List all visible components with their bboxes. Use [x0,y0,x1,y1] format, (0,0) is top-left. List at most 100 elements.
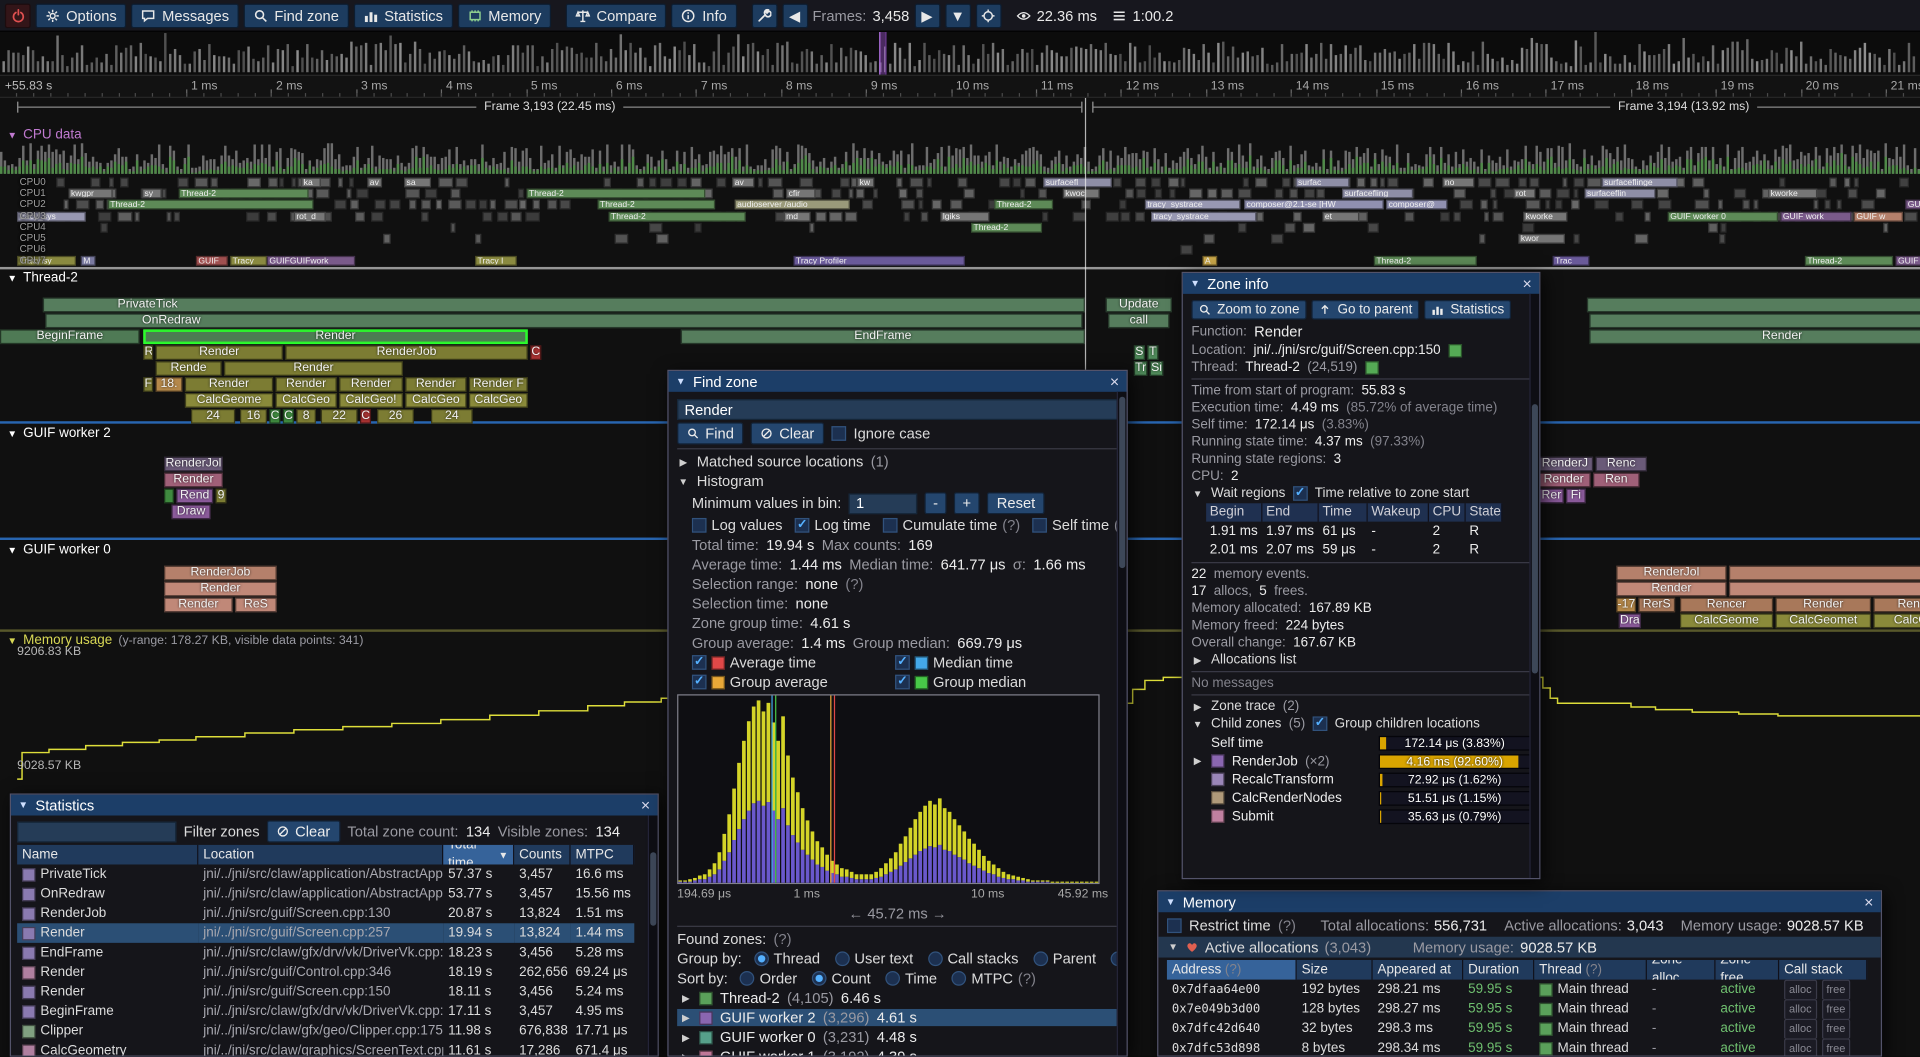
legend-median-time[interactable]: ✓ Median time [895,654,1079,671]
timeline-zone[interactable]: CalcGeo! [339,393,403,408]
stat-zone-name[interactable]: Clipper [17,1021,198,1041]
timeline-zone[interactable]: Render [164,472,223,488]
timeline-zone[interactable]: C [360,408,372,424]
timeline-zone[interactable]: PrivateTick [1586,297,1920,313]
cpu-zone[interactable]: no [1442,177,1475,188]
increment-button[interactable]: + [953,492,980,515]
expand-arrow-icon[interactable]: ▶ [1193,701,1202,713]
found-zone-group[interactable]: ▶ GUIF worker 0 (3,231) 4.48 s [681,1028,917,1046]
cpu-zone[interactable]: Tracy I [475,255,517,266]
column-header-appeared-at[interactable]: Appeared at [1372,960,1464,980]
timeline-zone[interactable]: 24 [191,408,236,424]
timeline-zone[interactable]: C [269,408,281,424]
child-zone-row[interactable]: Submit 35.63 μs (0.79%) [1191,807,1531,825]
frame-overview-strip[interactable] [0,31,1920,76]
stat-zone-name[interactable]: Render [17,923,199,943]
find-button[interactable]: Find [677,422,744,445]
stat-zone-name[interactable]: Render [17,962,198,982]
cpu-zone[interactable]: GUIF [195,255,228,266]
timeline-zone[interactable]: Render F [468,377,528,392]
timeline-zone[interactable]: Render [184,377,274,392]
timeline-zone[interactable]: T [1147,345,1159,360]
cpu-zone[interactable]: surfac [1295,177,1350,188]
timeline-zone[interactable]: Renc [1595,456,1647,472]
zoom-to-zone-button[interactable]: Zoom to zone [1191,300,1307,320]
timeline-zone[interactable]: RenderJob [1728,565,1920,581]
timeline-zone[interactable]: CalcGeome [184,393,274,408]
decrement-button[interactable]: - [924,492,947,515]
column-header-zone-free[interactable]: Zone free [1715,960,1780,980]
cpu-zone[interactable]: GUIF work [1780,211,1852,222]
active-allocations-header[interactable]: ▼ Active allocations (3,043) Memory usag… [1158,936,1881,958]
timeline-zone[interactable]: call [1108,313,1170,329]
cpu-zone[interactable]: Tracy sy [17,255,76,266]
cpu-zone[interactable]: audioserver /audio [734,199,850,210]
timeline-zone[interactable]: RenderJob [164,565,277,581]
stat-zone-name[interactable]: RenderJob [17,904,198,924]
alloc-address[interactable]: 0x7dfc53d898 [1171,1041,1261,1055]
cpu-zone[interactable]: sa [404,177,432,188]
stat-zone-name[interactable]: CalcGeometry [17,1041,198,1056]
cpu-zone[interactable]: composer@ [1386,199,1448,210]
cpu-zone[interactable]: kworke [1768,188,1818,199]
legend-group-average[interactable]: ✓ Group average [691,673,876,691]
power-button[interactable] [4,3,31,28]
clear-filter-button[interactable]: Clear [266,820,341,843]
column-header-size[interactable]: Size [1296,960,1373,980]
timeline-zone[interactable]: CalcGeo C [1873,613,1920,629]
child-zone-row[interactable]: ▶ RenderJob (×2) 4.16 ms (92.60%) [1191,752,1531,770]
search-input[interactable]: Render [677,399,1118,420]
column-header-zone-alloc[interactable]: Zone alloc [1646,960,1716,980]
collapse-arrow-icon[interactable]: ▼ [1168,941,1178,953]
timeline-zone[interactable]: PrivateTick [42,297,1085,313]
cpu-zone[interactable]: Thread-2 [597,199,716,210]
cpu-zone[interactable]: tracy_sys [17,211,86,222]
legend-group-median[interactable]: ✓ Group median [895,673,1079,691]
zone-info-titlebar[interactable]: ▼ Zone info × [1182,273,1540,294]
cpu-zone[interactable]: surfaceflinge [1601,177,1678,188]
restrict-time-checkbox[interactable]: ✓ [1166,918,1182,934]
cpu-zone[interactable]: et [1322,211,1360,222]
expand-arrow-icon[interactable]: ▶ [679,456,688,468]
cpu-zone[interactable]: A [1202,255,1218,266]
timeline-zone[interactable]: F [143,377,154,392]
timeline-zone[interactable]: 8 [296,408,316,424]
timeline-zone[interactable]: Render [405,377,467,392]
scrollbar[interactable] [647,815,658,1056]
cpu-zone[interactable]: Thread-2 [608,211,746,222]
column-header-duration[interactable]: Duration [1463,960,1535,980]
timeline-zone[interactable]: RenderJol [1616,565,1727,581]
min-values-input[interactable]: 1 [848,492,918,514]
collapse-arrow-icon[interactable]: ▼ [18,799,29,811]
cpu-zone[interactable]: GUIF worker 2 [1895,255,1920,266]
timeline-zone[interactable]: EndFrame [680,329,1085,345]
radio-thread[interactable]: Thread [753,950,820,967]
child-zone-row[interactable]: Self time 172.14 μs (3.83%) [1191,733,1531,751]
prev-frame-button[interactable]: ◀ [781,3,808,28]
cpu-zone[interactable]: tracy_systrace [1144,199,1241,210]
alloc-call-stack[interactable]: alloc free [1779,979,1867,1000]
radio-time[interactable]: Time [885,970,937,987]
cpu-zone[interactable]: GUIF worker 0 [1667,211,1778,222]
cpu-zone[interactable]: kworke [1523,211,1568,222]
timeline-zone[interactable]: Ren [1593,472,1640,488]
cpu-zone[interactable]: surfacefling [1342,188,1414,199]
expand-arrow-icon[interactable]: ▶ [1193,654,1202,666]
cpu-zone[interactable]: M [80,255,96,266]
found-zone-group[interactable]: ▶GUIF worker 1(3,192)4.39 s [677,1048,1118,1056]
timeline-zone[interactable]: Render [1728,581,1920,597]
timeline-zone[interactable]: Render [164,597,233,613]
timeline-zone[interactable]: Tr [1133,361,1148,376]
collapse-arrow-icon[interactable]: ▼ [1165,896,1176,908]
tools-button[interactable] [751,3,777,28]
timeline-zone[interactable]: Render [143,329,528,345]
cpu-zone[interactable]: rot [1513,188,1536,199]
thread-header[interactable]: ▼ GUIF worker 2 [7,426,111,441]
scrollbar-thumb[interactable] [1531,404,1538,674]
child-zone-row[interactable]: RecalcTransform 72.92 μs (1.62%) [1191,770,1531,788]
cpu-zone[interactable]: kwoc [1062,188,1100,199]
timeline-zone[interactable]: CalcGeomet [1775,613,1872,629]
stat-zone-name[interactable]: BeginFrame [17,1002,198,1022]
collapse-arrow-icon[interactable]: ▼ [1190,277,1200,289]
